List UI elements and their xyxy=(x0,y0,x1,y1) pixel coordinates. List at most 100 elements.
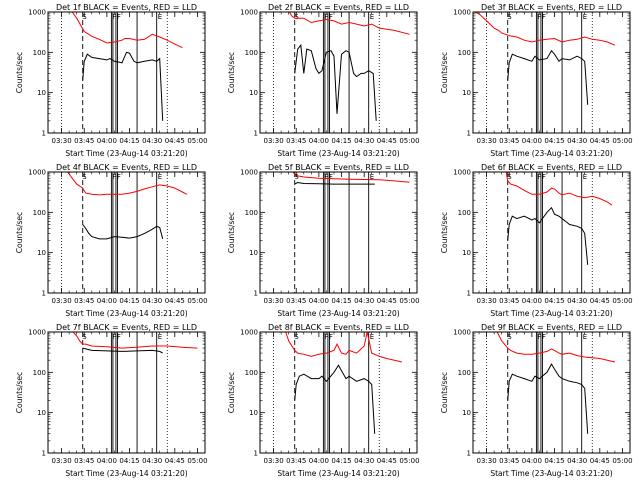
x-tick-label: 03:45 xyxy=(286,457,306,465)
x-tick-label: 04:15 xyxy=(331,137,351,145)
x-tick-label: 03:30 xyxy=(476,457,496,465)
y-axis-label: Counts/sec xyxy=(227,52,236,93)
y-tick-label: 1 xyxy=(254,290,258,298)
y-tick-label: 100 xyxy=(458,369,471,377)
x-tick-label: 05:00 xyxy=(612,457,632,465)
y-tick-label: 10 xyxy=(37,249,46,257)
region-label: E xyxy=(158,333,162,341)
x-tick-label: 04:30 xyxy=(354,297,374,305)
region-label: E xyxy=(583,173,587,181)
panel: Det 7f BLACK = Events, RED = LLD Start T… xyxy=(15,323,208,478)
y-tick-label: 1000 xyxy=(28,169,46,177)
plot-frame xyxy=(259,11,418,134)
events-series-line xyxy=(507,363,589,434)
region-label: S xyxy=(82,13,87,21)
y-tick-label: 100 xyxy=(245,209,258,217)
region-label: S xyxy=(507,333,512,341)
x-tick-label: 04:15 xyxy=(544,297,564,305)
region-label: E xyxy=(370,13,374,21)
region-label: F xyxy=(117,13,121,21)
x-tick-label: 04:30 xyxy=(142,137,162,145)
y-tick-label: 1000 xyxy=(240,329,258,337)
x-axis-label: Start Time (23-Aug-14 03:21:20) xyxy=(490,309,612,318)
events-series-line xyxy=(507,49,589,105)
lld-series-line xyxy=(474,12,616,46)
lld-series-line xyxy=(288,12,410,35)
x-tick-label: 03:30 xyxy=(476,137,496,145)
region-label: F xyxy=(324,13,328,21)
y-tick-label: 100 xyxy=(458,49,471,57)
region-label: F xyxy=(537,173,541,181)
y-tick-label: 100 xyxy=(458,209,471,217)
y-tick-label: 1 xyxy=(42,130,46,138)
x-tick-label: 04:00 xyxy=(309,457,329,465)
x-tick-label: 04:00 xyxy=(97,297,117,305)
x-tick-label: 04:30 xyxy=(142,457,162,465)
x-tick-label: 04:45 xyxy=(165,457,185,465)
y-tick-label: 100 xyxy=(245,369,258,377)
panel-title: Det 5f BLACK = Events, RED = LLD xyxy=(268,163,409,172)
x-tick-label: 05:00 xyxy=(187,297,207,305)
panel: Det 3f BLACK = Events, RED = LLD Start T… xyxy=(440,3,633,158)
x-tick-label: 05:00 xyxy=(612,137,632,145)
y-tick-label: 10 xyxy=(249,249,258,257)
panel-title: Det 4f BLACK = Events, RED = LLD xyxy=(56,163,197,172)
region-label: F xyxy=(324,173,328,181)
plot-frame xyxy=(47,171,206,294)
x-axis-label: Start Time (23-Aug-14 03:21:20) xyxy=(65,149,187,158)
x-tick-label: 04:45 xyxy=(165,297,185,305)
region-label: F xyxy=(542,333,546,341)
region-label: S xyxy=(507,173,512,181)
panel: Det 8f BLACK = Events, RED = LLD Start T… xyxy=(227,323,420,478)
x-axis-label: Start Time (23-Aug-14 03:21:20) xyxy=(277,149,399,158)
panel-title: Det 1f BLACK = Events, RED = LLD xyxy=(56,3,197,12)
panel-title: Det 6f BLACK = Events, RED = LLD xyxy=(481,163,622,172)
lld-series-line xyxy=(67,172,188,196)
x-tick-label: 04:15 xyxy=(119,457,139,465)
plot-frame xyxy=(259,171,418,294)
x-tick-label: 04:45 xyxy=(590,457,610,465)
region-label: F xyxy=(112,173,116,181)
y-axis-label: Counts/sec xyxy=(440,52,449,93)
x-tick-label: 04:15 xyxy=(119,137,139,145)
x-tick-label: 03:45 xyxy=(499,137,519,145)
panel-title: Det 3f BLACK = Events, RED = LLD xyxy=(481,3,622,12)
plot-frame xyxy=(472,11,631,134)
y-tick-label: 1000 xyxy=(240,9,258,17)
x-tick-label: 03:45 xyxy=(74,297,94,305)
x-tick-label: 03:45 xyxy=(286,137,306,145)
region-label: E xyxy=(158,13,162,21)
x-tick-label: 03:30 xyxy=(263,297,283,305)
region-label: S xyxy=(82,333,87,341)
events-series-line xyxy=(294,43,377,121)
x-tick-label: 05:00 xyxy=(399,137,419,145)
y-axis-label: Counts/sec xyxy=(15,212,24,253)
y-tick-label: 1000 xyxy=(453,329,471,337)
y-tick-label: 100 xyxy=(245,49,258,57)
plot-frame xyxy=(472,331,631,454)
x-tick-label: 05:00 xyxy=(399,457,419,465)
x-tick-label: 05:00 xyxy=(187,457,207,465)
panel-title: Det 9f BLACK = Events, RED = LLD xyxy=(481,323,622,332)
x-tick-label: 03:30 xyxy=(51,137,71,145)
region-label: S xyxy=(294,13,299,21)
y-tick-label: 100 xyxy=(33,369,46,377)
y-tick-label: 1 xyxy=(42,450,46,458)
x-tick-label: 05:00 xyxy=(187,137,207,145)
region-label: F xyxy=(542,13,546,21)
lld-series-line xyxy=(72,332,198,349)
region-label: F xyxy=(329,173,333,181)
x-axis-label: Start Time (23-Aug-14 03:21:20) xyxy=(65,469,187,478)
y-axis-label: Counts/sec xyxy=(227,372,236,413)
panel: Det 4f BLACK = Events, RED = LLD Start T… xyxy=(15,163,208,318)
panel: Det 2f BLACK = Events, RED = LLD Start T… xyxy=(227,3,420,158)
region-label: S xyxy=(294,333,299,341)
y-tick-label: 1 xyxy=(42,290,46,298)
y-tick-label: 1000 xyxy=(453,169,471,177)
x-tick-label: 04:00 xyxy=(522,297,542,305)
region-label: F xyxy=(324,333,328,341)
x-axis-label: Start Time (23-Aug-14 03:21:20) xyxy=(277,309,399,318)
events-series-line xyxy=(294,181,375,185)
x-tick-label: 04:30 xyxy=(567,457,587,465)
